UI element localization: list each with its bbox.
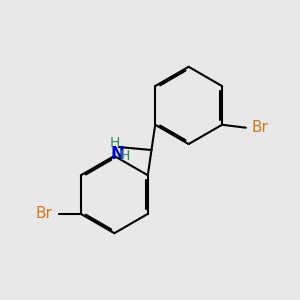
Text: N: N [110,146,124,164]
Text: Br: Br [252,120,269,135]
Text: H: H [109,136,119,150]
Text: Br: Br [36,206,52,221]
Text: H: H [119,149,130,163]
